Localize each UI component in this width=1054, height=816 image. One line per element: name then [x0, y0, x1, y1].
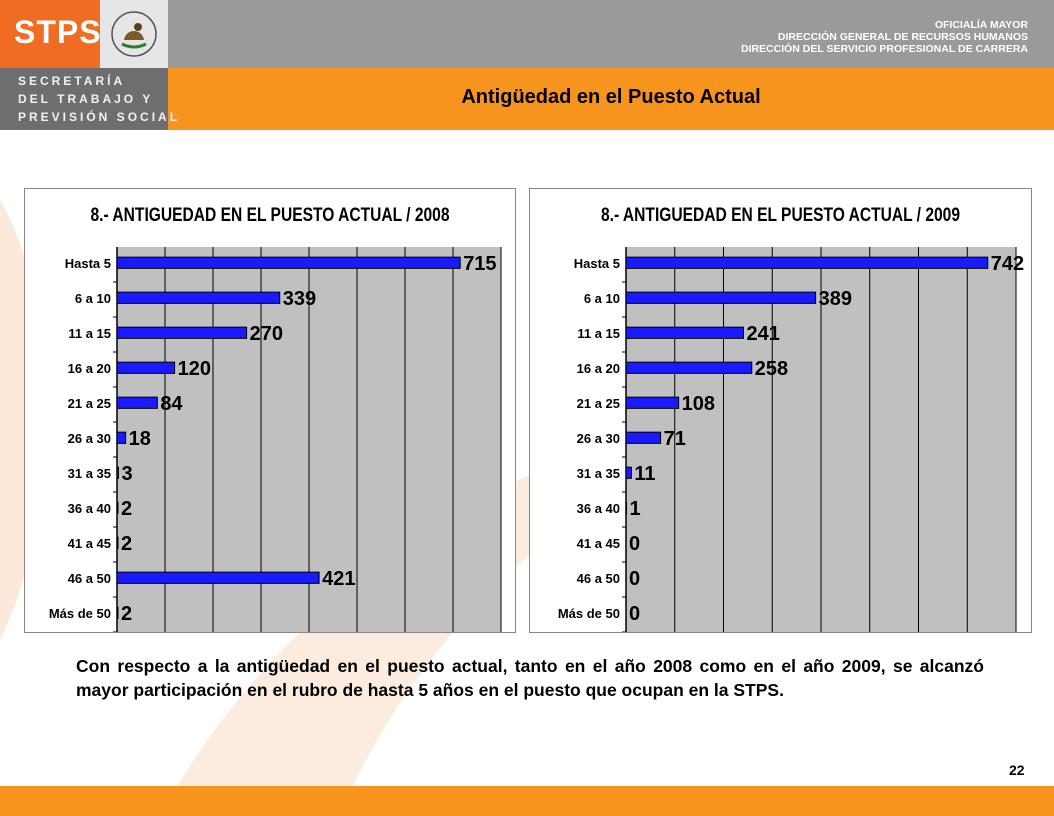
- data-label: 84: [160, 393, 183, 415]
- national-seal: [100, 0, 168, 68]
- data-label: 71: [664, 428, 686, 450]
- secretaria-text: SECRETARÍA DEL TRABAJO Y PREVISIÓN SOCIA…: [18, 72, 180, 126]
- tick-label: 21 a 25: [68, 396, 111, 411]
- tick-label: 6 a 10: [75, 291, 111, 306]
- tick-label: 11 a 15: [577, 326, 620, 341]
- bar: [116, 536, 119, 549]
- tick-label: Hasta 5: [574, 256, 620, 271]
- data-label: 2: [121, 498, 132, 520]
- data-label: 108: [682, 393, 715, 415]
- data-label: 11: [634, 463, 655, 485]
- tick-label: 16 a 20: [68, 361, 111, 376]
- data-label: 18: [129, 428, 151, 450]
- data-label: 3: [121, 463, 132, 485]
- tick-label: 21 a 25: [577, 396, 620, 411]
- chart-2009-plot: Hasta 5 742 6 a 10 389 11 a 15 241 16 a 20 258 2…: [558, 247, 1024, 632]
- data-label: 339: [283, 288, 316, 310]
- bar: [116, 361, 176, 374]
- department-line-3: DIRECCIÓN DEL SERVICIO PROFESIONAL DE CA…: [740, 43, 1028, 55]
- header-bar: [168, 0, 1054, 68]
- chart-title: 8.- ANTIGUEDAD EN EL PUESTO ACTUAL / 200…: [600, 205, 960, 226]
- bar: [116, 396, 158, 409]
- chart-2008: 8.- ANTIGUEDAD EN EL PUESTO ACTUAL / 200…: [24, 188, 516, 633]
- data-label: 2: [121, 533, 132, 555]
- tick-label: 6 a 10: [584, 291, 620, 306]
- data-label: 0: [629, 568, 640, 590]
- chart-title: 8.- ANTIGUEDAD EN EL PUESTO ACTUAL / 200…: [90, 205, 450, 226]
- data-label: 241: [746, 323, 779, 345]
- bar: [625, 396, 680, 409]
- tick-label: 41 a 45: [68, 536, 111, 551]
- data-label: 2: [121, 603, 132, 625]
- department-line-2: DIRECCIÓN GENERAL DE RECURSOS HUMANOS: [777, 31, 1028, 43]
- bar: [625, 291, 817, 304]
- secretaria-line-2: DEL TRABAJO Y: [18, 92, 154, 106]
- bar: [625, 466, 632, 479]
- footer-bar: [0, 786, 1054, 816]
- data-label: 715: [463, 253, 496, 275]
- department-line-1: OFICIALÍA MAYOR: [934, 19, 1028, 31]
- chart-2009: 8.- ANTIGUEDAD EN EL PUESTO ACTUAL / 200…: [529, 188, 1032, 633]
- stps-logo: STPS: [0, 0, 102, 68]
- bar: [116, 606, 119, 619]
- tick-label: Hasta 5: [65, 256, 111, 271]
- tick-label: 11 a 15: [68, 326, 111, 341]
- tick-label: 46 a 50: [68, 571, 111, 586]
- title-bar: [168, 68, 1054, 130]
- bar: [116, 291, 281, 304]
- eagle-seal-icon: [111, 11, 157, 57]
- data-label: 421: [322, 568, 355, 590]
- bar: [116, 466, 119, 479]
- tick-label: Más de 50: [558, 606, 620, 621]
- bar: [625, 431, 662, 444]
- tick-label: 36 a 40: [68, 501, 111, 516]
- summary-paragraph: Con respecto a la antigüedad en el puest…: [76, 656, 984, 700]
- tick-label: 26 a 30: [68, 431, 111, 446]
- department-lines: OFICIALÍA MAYOR DIRECCIÓN GENERAL DE REC…: [741, 19, 1028, 55]
- tick-label: 16 a 20: [577, 361, 620, 376]
- tick-label: 36 a 40: [577, 501, 620, 516]
- data-label: 0: [629, 603, 640, 625]
- data-label: 258: [755, 358, 788, 380]
- bar: [625, 256, 989, 269]
- stps-logo-text: STPS: [14, 14, 102, 50]
- data-label: 389: [819, 288, 852, 310]
- tick-label: 26 a 30: [577, 431, 620, 446]
- tick-label: 31 a 35: [577, 466, 620, 481]
- secretaria-line-1: SECRETARÍA: [18, 74, 126, 88]
- tick-label: Más de 50: [49, 606, 111, 621]
- tick-label: 41 a 45: [577, 536, 620, 551]
- chart-2008-plot: Hasta 5 715 6 a 10 339 11 a 15 270 16 a 20 120 2…: [49, 247, 502, 632]
- page-title: Antigüedad en el Puesto Actual: [461, 86, 761, 108]
- data-label: 270: [250, 323, 283, 345]
- data-label: 120: [178, 358, 211, 380]
- secretaria-line-3: PREVISIÓN SOCIAL: [18, 110, 181, 124]
- bar: [625, 361, 753, 374]
- bar: [116, 256, 461, 269]
- bar: [116, 326, 248, 339]
- data-label: 742: [991, 253, 1024, 275]
- data-label: 0: [629, 533, 640, 555]
- tick-label: 31 a 35: [68, 466, 111, 481]
- bar: [116, 431, 127, 444]
- bar: [116, 501, 119, 514]
- tick-label: 46 a 50: [577, 571, 620, 586]
- page-number: 22: [1009, 762, 1025, 778]
- data-label: 1: [629, 498, 640, 520]
- bar: [625, 326, 744, 339]
- bar: [116, 571, 320, 584]
